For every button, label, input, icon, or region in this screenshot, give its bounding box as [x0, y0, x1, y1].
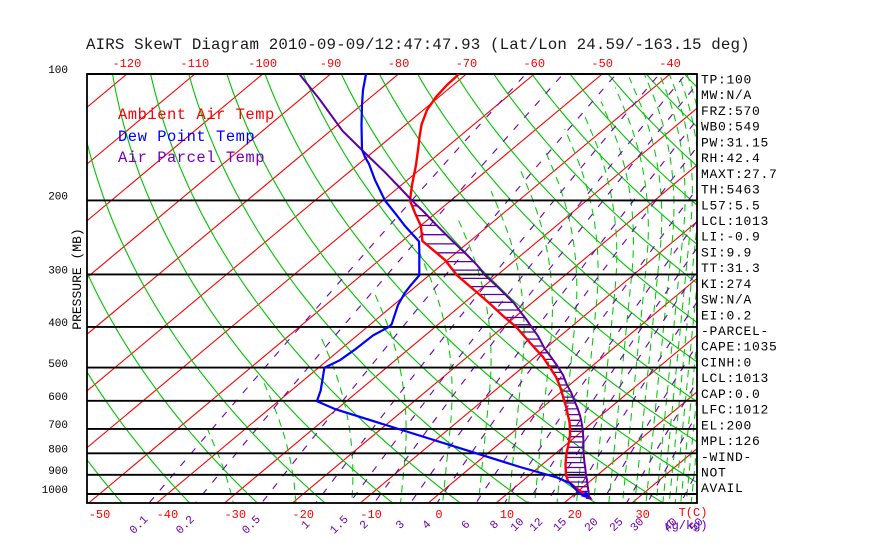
- svg-text:Air Parcel Temp: Air Parcel Temp: [118, 149, 265, 167]
- svg-text:-50: -50: [591, 57, 613, 71]
- svg-text:EL:200: EL:200: [701, 418, 752, 433]
- svg-text:-20: -20: [292, 508, 314, 522]
- svg-text:MAXT:27.7: MAXT:27.7: [701, 167, 778, 182]
- svg-text:L57:5.5: L57:5.5: [701, 198, 761, 213]
- svg-text:800: 800: [48, 445, 68, 457]
- svg-text:T(C): T(C): [679, 506, 708, 520]
- svg-text:Dew Point Temp: Dew Point Temp: [118, 128, 255, 146]
- svg-text:LCL:1013: LCL:1013: [701, 214, 769, 229]
- svg-text:-70: -70: [456, 57, 478, 71]
- svg-text:TH:5463: TH:5463: [701, 183, 761, 198]
- svg-text:EI:0.2: EI:0.2: [701, 308, 752, 323]
- svg-text:SI:9.9: SI:9.9: [701, 245, 752, 260]
- svg-text:AIRS SkewT Diagram 2010-09-09/: AIRS SkewT Diagram 2010-09-09/12:47:47.9…: [86, 36, 750, 54]
- svg-text:PW:31.15: PW:31.15: [701, 135, 769, 150]
- svg-text:30: 30: [635, 508, 649, 522]
- svg-text:100: 100: [48, 65, 68, 77]
- svg-text:FRZ:570: FRZ:570: [701, 104, 761, 119]
- svg-text:RH:42.4: RH:42.4: [701, 151, 761, 166]
- svg-text:Ambient Air Temp: Ambient Air Temp: [118, 106, 275, 124]
- svg-text:200: 200: [48, 192, 68, 204]
- svg-text:LFC:1012: LFC:1012: [701, 403, 769, 418]
- svg-text:500: 500: [48, 359, 68, 371]
- svg-text:NOT: NOT: [701, 466, 727, 481]
- svg-text:900: 900: [48, 466, 68, 478]
- svg-text:400: 400: [48, 318, 68, 330]
- svg-text:0: 0: [435, 508, 442, 522]
- svg-text:LCL:1013: LCL:1013: [701, 371, 769, 386]
- svg-text:-WIND-: -WIND-: [701, 450, 752, 465]
- svg-text:-90: -90: [320, 57, 342, 71]
- svg-text:WB0:549: WB0:549: [701, 120, 761, 135]
- svg-text:MW:N/A: MW:N/A: [701, 88, 752, 103]
- svg-text:SW:N/A: SW:N/A: [701, 293, 752, 308]
- svg-text:TT:31.3: TT:31.3: [701, 261, 761, 276]
- svg-text:600: 600: [48, 392, 68, 404]
- svg-text:700: 700: [48, 420, 68, 432]
- svg-text:-110: -110: [180, 57, 209, 71]
- svg-text:-60: -60: [523, 57, 545, 71]
- svg-text:-40: -40: [157, 508, 179, 522]
- svg-text:CAPE:1035: CAPE:1035: [701, 340, 778, 355]
- svg-text:-40: -40: [659, 57, 681, 71]
- svg-text:KI:274: KI:274: [701, 277, 752, 292]
- svg-text:MPL:126: MPL:126: [701, 434, 761, 449]
- svg-text:CAP:0.0: CAP:0.0: [701, 387, 761, 402]
- svg-text:PRESSURE (MB): PRESSURE (MB): [70, 228, 85, 329]
- svg-text:TP:100: TP:100: [701, 73, 752, 88]
- svg-text:-PARCEL-: -PARCEL-: [701, 324, 769, 339]
- svg-text:-80: -80: [388, 57, 410, 71]
- svg-text:LI:-0.9: LI:-0.9: [701, 230, 761, 245]
- svg-text:-30: -30: [224, 508, 246, 522]
- svg-text:300: 300: [48, 266, 68, 278]
- svg-text:20: 20: [568, 508, 582, 522]
- svg-text:-100: -100: [248, 57, 277, 71]
- svg-text:10: 10: [500, 508, 514, 522]
- svg-text:-120: -120: [112, 57, 141, 71]
- svg-text:CINH:0: CINH:0: [701, 356, 752, 371]
- svg-text:1000: 1000: [42, 485, 68, 497]
- svg-text:AVAIL: AVAIL: [701, 481, 744, 496]
- svg-text:(g/kg): (g/kg): [664, 519, 707, 533]
- svg-text:-10: -10: [360, 508, 382, 522]
- svg-text:-50: -50: [89, 508, 111, 522]
